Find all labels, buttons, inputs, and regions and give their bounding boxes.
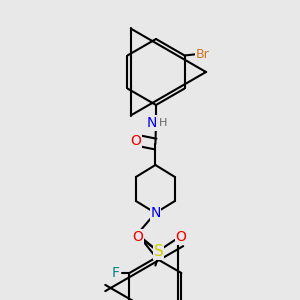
Text: O: O [132,230,143,244]
Text: Br: Br [196,47,209,61]
Text: F: F [112,266,120,280]
Text: N: N [150,206,161,220]
Text: S: S [154,244,163,260]
Text: O: O [130,134,141,148]
Text: H: H [159,118,168,128]
Text: O: O [176,230,186,244]
Text: N: N [146,116,157,130]
